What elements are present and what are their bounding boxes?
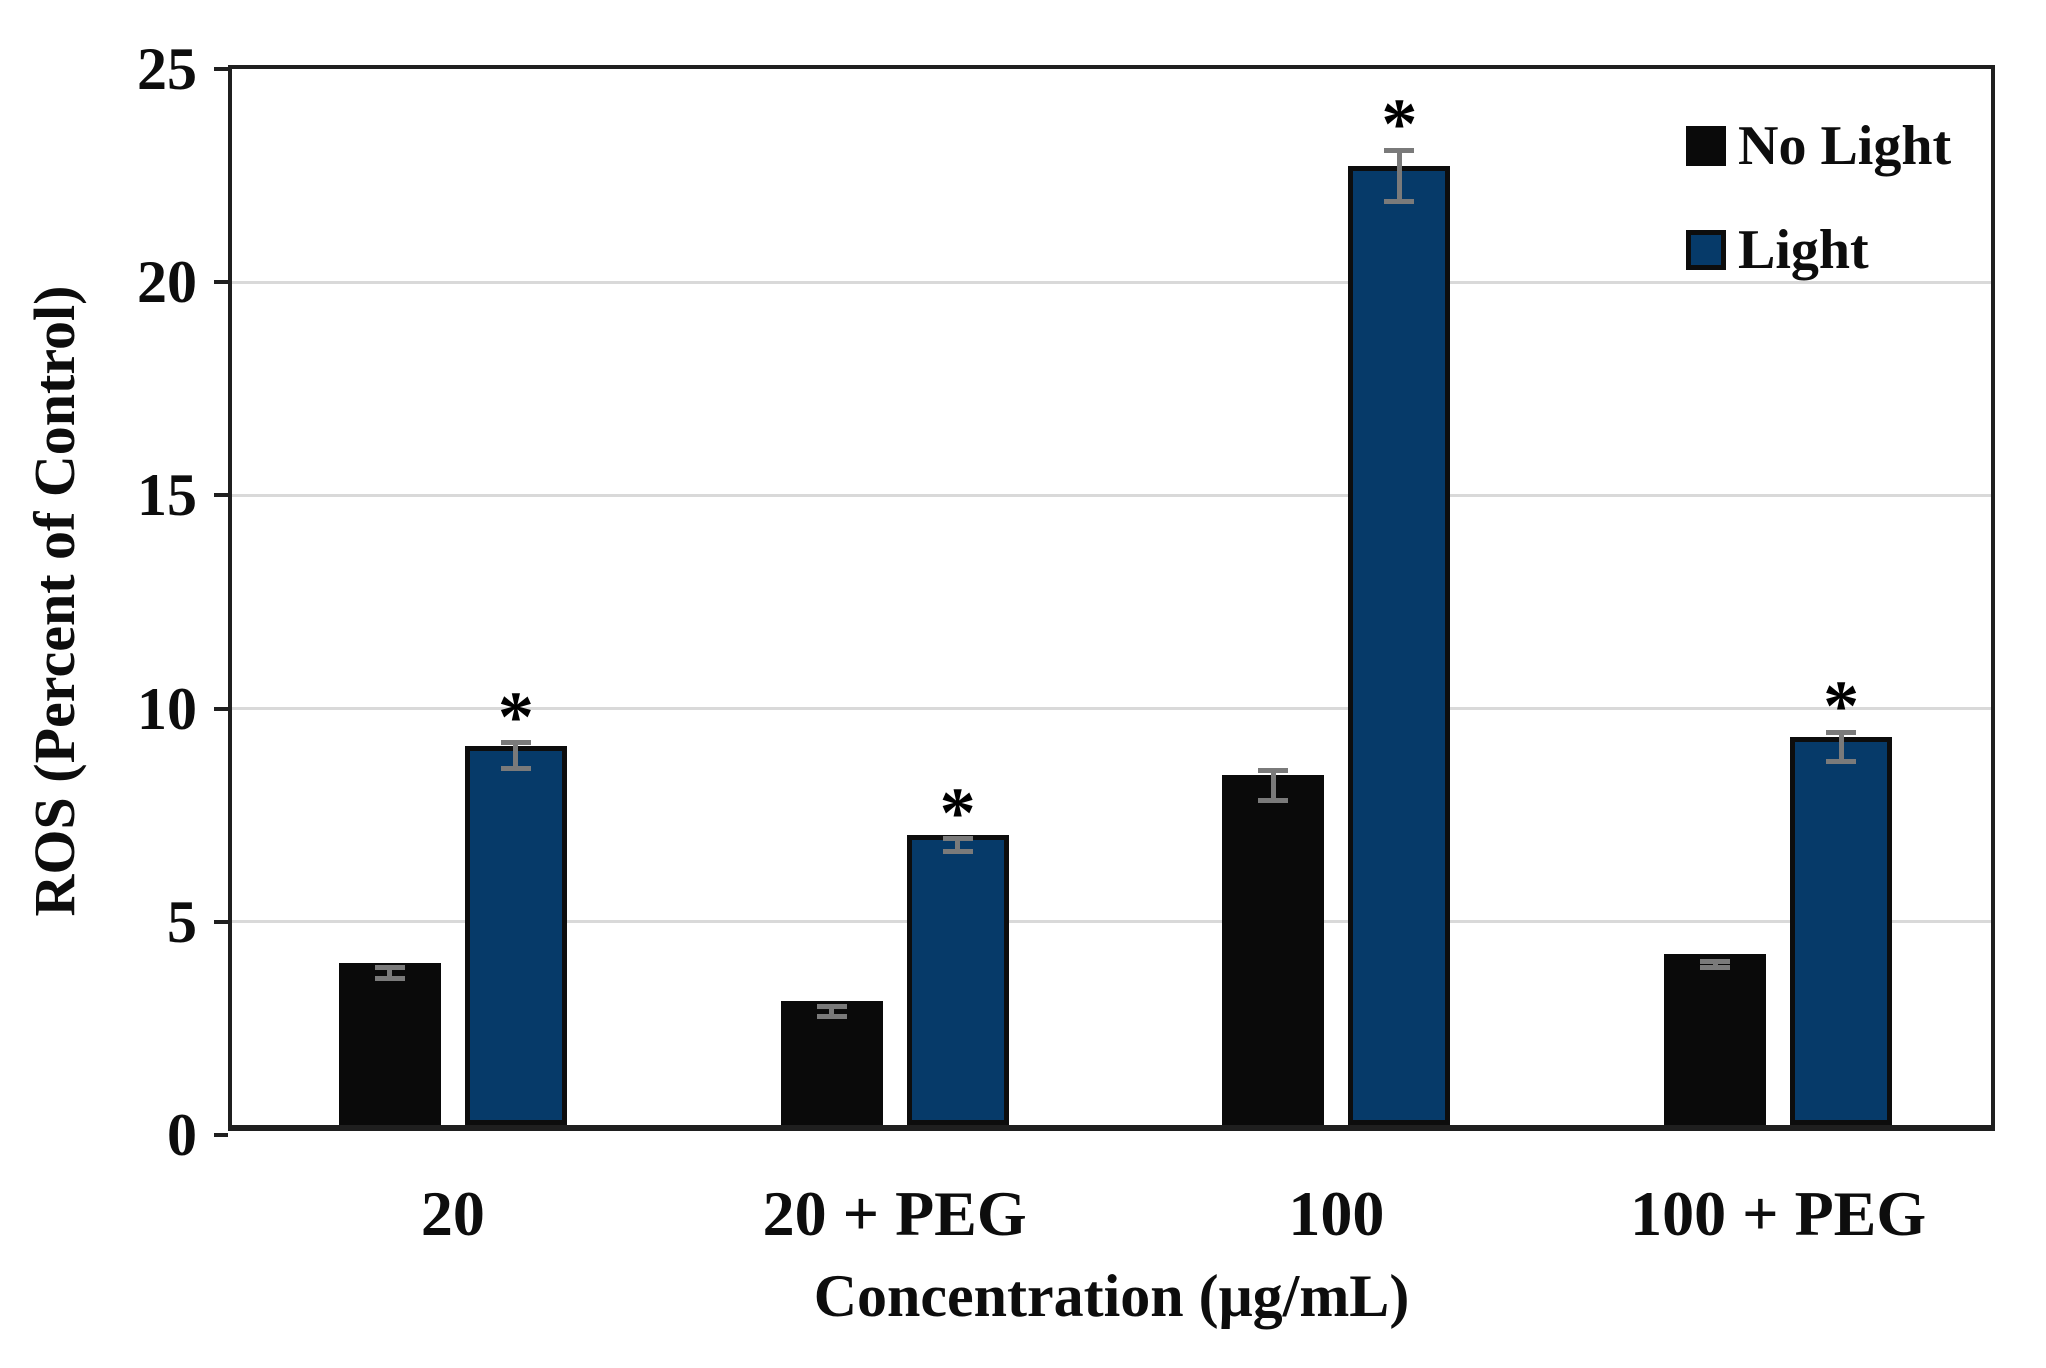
error-bar-top-cap [1700,958,1731,964]
x-tick-label-100: 100 [1288,1178,1385,1249]
error-bar-top-cap [816,1003,847,1009]
y-axis-tick-0 [214,1133,228,1137]
error-bar-bottom-cap [1826,759,1857,765]
bar-light-100+PEG [1790,736,1893,1125]
y-axis-tick-20 [214,280,228,285]
no-light-swatch-icon [1686,126,1726,166]
error-bar-stem [955,838,961,852]
gridline-20 [232,280,1991,284]
legend-label-light: Light [1738,219,1869,281]
significance-asterisk: * [1381,84,1418,165]
y-axis-tick-25 [214,67,228,71]
significance-asterisk: * [1823,666,1860,747]
error-bar-bottom-cap [816,1013,847,1019]
legend: No Light Light [1686,118,1951,278]
bar-no-light-20 [338,962,441,1125]
light-swatch-icon [1686,230,1726,270]
legend-item-no-light: No Light [1686,118,1951,174]
error-bar-top-cap [942,836,973,842]
y-tick-label-20: 20 [137,249,197,316]
y-tick-label-15: 15 [137,462,197,529]
error-bar-bottom-cap [374,975,405,981]
error-bar-stem [513,742,519,769]
error-bar-bottom-cap [1258,797,1289,803]
y-axis-tick-10 [214,706,228,711]
error-bar-stem [1838,732,1844,762]
x-tick-label-100+PEG: 100 + PEG [1630,1178,1927,1249]
error-bar-stem [1270,770,1276,801]
error-bar-bottom-cap [1700,965,1731,971]
x-axis-title: Concentration (μg/mL) [813,1263,1410,1329]
gridline-10 [232,707,1991,711]
error-bar-top-cap [1826,729,1857,735]
error-bar-top-cap [374,965,405,971]
x-tick-label-20+PEG: 20 + PEG [762,1178,1027,1249]
bar-light-20 [464,745,567,1125]
error-bar-bottom-cap [1384,198,1415,204]
error-bar-top-cap [1384,147,1415,153]
significance-asterisk: * [939,772,976,853]
error-bar-stem [1712,961,1718,968]
bar-light-100 [1348,165,1451,1125]
x-tick-label-20: 20 [420,1178,485,1249]
error-bar-stem [387,967,393,979]
legend-item-light: Light [1686,222,1951,278]
error-bar-bottom-cap [500,765,531,771]
significance-asterisk: * [497,676,534,757]
y-tick-label-5: 5 [167,888,197,955]
bar-no-light-20+PEG [780,1001,883,1125]
legend-label-no-light: No Light [1738,115,1952,177]
bar-light-20+PEG [906,835,1009,1125]
gridline-5 [232,920,1991,924]
y-axis-tick-15 [214,493,228,498]
y-axis-tick-5 [214,919,228,924]
y-tick-label-0: 0 [167,1102,197,1168]
error-bar-stem [829,1006,835,1017]
error-bar-top-cap [500,740,531,746]
y-tick-label-25: 25 [137,36,197,102]
y-tick-label-10: 10 [137,675,197,742]
error-bar-stem [1396,150,1402,202]
error-bar-bottom-cap [942,848,973,854]
gridline-15 [232,493,1991,497]
error-bar-top-cap [1258,767,1289,773]
bar-no-light-100 [1222,775,1325,1125]
bar-no-light-100+PEG [1664,954,1767,1125]
y-axis-title: ROS (Percent of Control) [22,285,87,917]
